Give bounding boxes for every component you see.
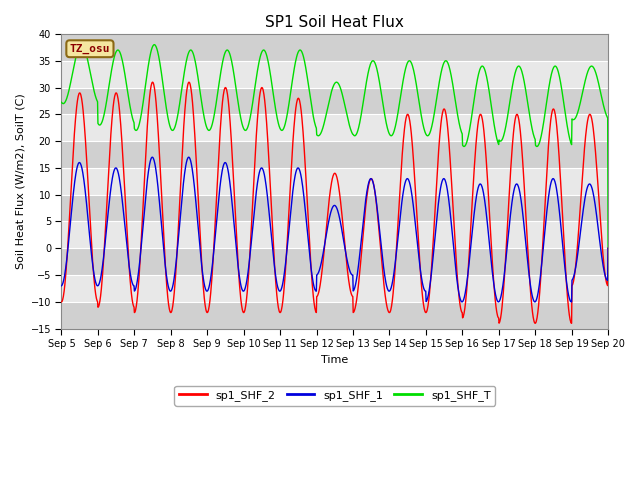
Bar — [61, 195, 608, 221]
Title: SP1 Soil Heat Flux: SP1 Soil Heat Flux — [266, 15, 404, 30]
Bar — [61, 34, 608, 61]
Legend: sp1_SHF_2, sp1_SHF_1, sp1_SHF_T: sp1_SHF_2, sp1_SHF_1, sp1_SHF_T — [175, 386, 495, 406]
Bar — [61, 248, 608, 275]
Bar — [61, 302, 608, 329]
Bar — [61, 141, 608, 168]
Bar — [61, 221, 608, 248]
Bar — [61, 61, 608, 87]
X-axis label: Time: Time — [321, 355, 348, 365]
Y-axis label: Soil Heat Flux (W/m2), SoilT (C): Soil Heat Flux (W/m2), SoilT (C) — [15, 94, 25, 269]
Bar — [61, 168, 608, 195]
Text: TZ_osu: TZ_osu — [70, 44, 110, 54]
Bar — [61, 275, 608, 302]
Bar — [61, 87, 608, 114]
Bar — [61, 114, 608, 141]
